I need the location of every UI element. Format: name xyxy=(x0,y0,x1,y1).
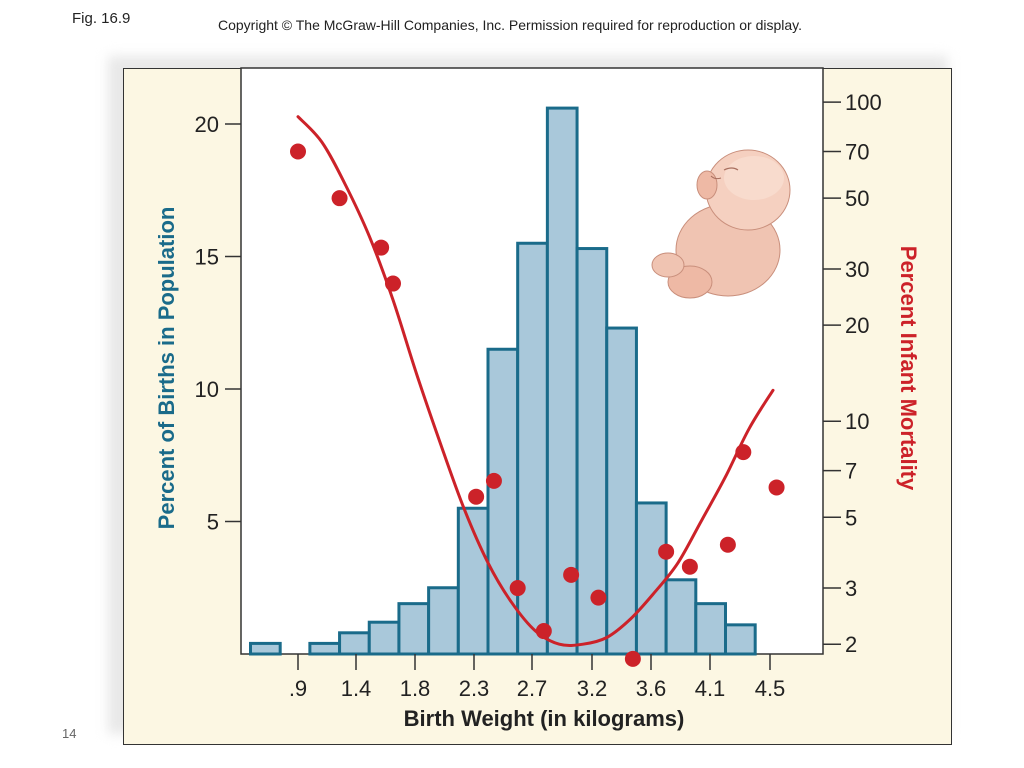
histogram-bar xyxy=(724,623,757,656)
mortality-point xyxy=(509,580,526,597)
fetus-illustration xyxy=(651,149,791,299)
left-axis-tick-label: 15 xyxy=(195,245,219,270)
x-axis-tick-label: 2.3 xyxy=(459,676,490,701)
histogram-bar xyxy=(634,501,668,656)
right-axis-tick-label: 10 xyxy=(845,409,869,434)
mortality-point xyxy=(768,479,785,496)
histogram-bar xyxy=(249,641,282,656)
mortality-point xyxy=(290,143,306,160)
x-axis-tick-label: 1.4 xyxy=(341,676,372,701)
y-axis-title: Percent of Births in Population xyxy=(154,207,179,530)
histogram-bar xyxy=(545,106,579,656)
mortality-point xyxy=(624,650,641,667)
histogram-bar xyxy=(367,620,401,656)
copyright-notice: Copyright © The McGraw-Hill Companies, I… xyxy=(218,17,803,33)
histogram-bar xyxy=(664,578,698,656)
figure-label: Fig. 16.9 xyxy=(72,10,131,27)
slide-number: 14 xyxy=(62,726,77,741)
right-axis-tick-label: 5 xyxy=(845,505,857,530)
mortality-point xyxy=(535,623,552,640)
right-axis-tick-label: 7 xyxy=(845,459,857,484)
mortality-point xyxy=(658,543,675,560)
mortality-point xyxy=(485,472,502,489)
mortality-points xyxy=(290,143,785,667)
x-axis-tick-label: 2.7 xyxy=(517,676,548,701)
mortality-point xyxy=(385,275,401,292)
x-axis-tick-label: 3.2 xyxy=(577,676,608,701)
x-axis-tick-label: 4.5 xyxy=(755,676,786,701)
right-axis-tick-label: 70 xyxy=(845,140,869,165)
histogram-bar xyxy=(427,586,460,656)
mortality-point xyxy=(590,589,607,606)
histogram-bars xyxy=(249,106,757,656)
right-axis-tick-label: 3 xyxy=(845,576,857,601)
right-axis-tick-label: 30 xyxy=(845,257,869,282)
left-axis-tick-label: 20 xyxy=(195,112,219,137)
mortality-point xyxy=(563,566,580,583)
histogram-bar xyxy=(308,641,342,656)
right-axis-tick-label: 20 xyxy=(845,313,869,338)
left-axis-tick-label: 5 xyxy=(207,510,219,535)
mortality-point xyxy=(468,488,485,505)
histogram-bar xyxy=(338,631,371,656)
mortality-point xyxy=(681,558,698,575)
histogram-bar xyxy=(397,602,431,656)
histogram-bar xyxy=(486,347,520,656)
right-axis-tick-label: 2 xyxy=(845,632,857,657)
right-axis: 2 3 5 7 10 20 30 50 70 100 xyxy=(823,90,882,657)
histogram-bar xyxy=(694,602,727,656)
x-axis-title: Birth Weight (in kilograms) xyxy=(404,706,685,731)
mortality-point xyxy=(719,536,736,553)
y2-axis-title: Percent Infant Mortality xyxy=(896,246,921,491)
mortality-point xyxy=(373,239,390,256)
left-axis: 5 10 15 20 xyxy=(195,112,241,535)
x-axis-tick-label: 3.6 xyxy=(636,676,667,701)
x-axis-tick-label: 4.1 xyxy=(695,676,726,701)
histogram-bar xyxy=(605,326,638,656)
mortality-point xyxy=(735,444,752,461)
mortality-curve xyxy=(296,115,775,647)
histogram-bar xyxy=(575,247,609,656)
right-axis-tick-label: 100 xyxy=(845,90,882,115)
x-axis: .9 1.4 1.8 2.3 2.7 3.2 3.6 4.1 4.5 xyxy=(289,654,785,701)
right-axis-tick-label: 50 xyxy=(845,186,869,211)
x-axis-tick-label: .9 xyxy=(289,676,307,701)
x-axis-tick-label: 1.8 xyxy=(400,676,431,701)
left-axis-tick-label: 10 xyxy=(195,377,219,402)
mortality-point xyxy=(331,190,348,207)
